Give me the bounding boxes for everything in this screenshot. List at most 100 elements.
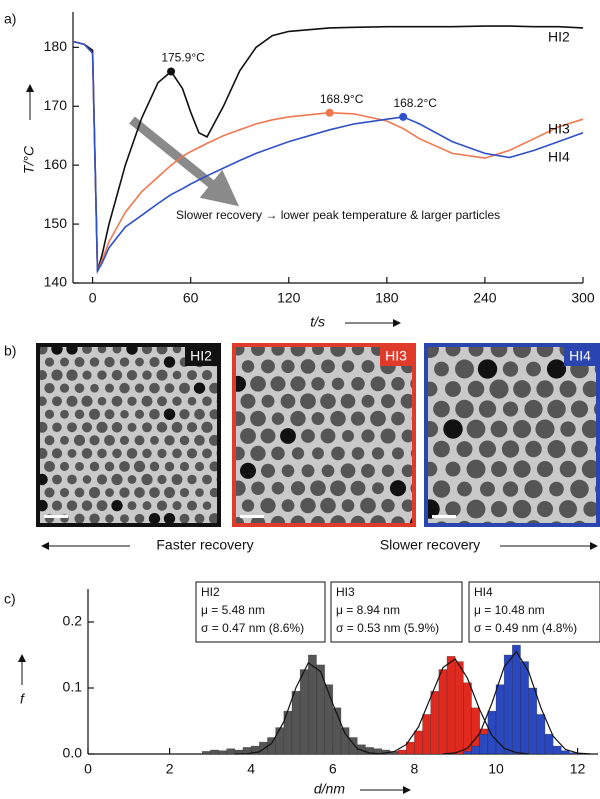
- particle: [60, 409, 69, 419]
- particle: [51, 369, 63, 381]
- particle: [141, 473, 153, 486]
- peak-marker: [399, 112, 408, 121]
- x-tick-label: 6: [329, 761, 337, 777]
- particle: [104, 434, 115, 446]
- particle: [434, 361, 449, 377]
- particle: [135, 357, 144, 367]
- particle: [310, 480, 326, 496]
- particle: [300, 359, 316, 374]
- particle: [104, 356, 115, 368]
- particle: [341, 360, 355, 373]
- particle: [163, 356, 176, 368]
- particle: [187, 396, 197, 406]
- particle: [187, 500, 197, 511]
- particle: [350, 480, 366, 496]
- particle: [202, 448, 212, 459]
- stats-name: HI3: [336, 585, 355, 599]
- particle: [512, 419, 532, 439]
- particle: [341, 429, 355, 443]
- caption: Faster recovery: [156, 537, 253, 553]
- y-tick-label: 180: [44, 38, 68, 54]
- histogram-bar: [422, 714, 432, 755]
- particle: [89, 357, 100, 367]
- micrograph: [232, 343, 416, 527]
- particle: [445, 501, 461, 517]
- particle: [97, 448, 107, 459]
- particle: [171, 421, 183, 433]
- particle: [260, 497, 276, 514]
- particle: [467, 380, 485, 398]
- particle: [432, 480, 451, 498]
- particle: [134, 513, 145, 524]
- particle: [549, 481, 564, 497]
- particle: [111, 369, 123, 381]
- particle: [240, 428, 256, 444]
- particle: [67, 474, 77, 485]
- particle: [401, 464, 415, 478]
- particle: [331, 446, 345, 461]
- particle: [111, 473, 123, 486]
- particle: [81, 422, 93, 433]
- particle: [67, 448, 77, 458]
- histogram-bar: [201, 751, 211, 755]
- particle: [389, 480, 407, 497]
- particle: [240, 393, 256, 409]
- particle: [466, 499, 486, 519]
- particle: [172, 448, 182, 459]
- particle: [241, 360, 255, 373]
- histogram-bar: [405, 741, 415, 755]
- particle: [391, 411, 405, 426]
- stats-line: μ = 10.48 nm: [474, 603, 545, 617]
- particle: [74, 383, 85, 393]
- histogram-bar: [528, 687, 538, 755]
- particle: [370, 376, 386, 392]
- histogram-bar: [210, 749, 219, 755]
- y-tick-label: 150: [44, 215, 68, 231]
- particle: [201, 421, 213, 433]
- particle: [133, 460, 146, 473]
- particle: [142, 370, 152, 380]
- fit-curve: [442, 650, 590, 755]
- particle: [187, 474, 197, 485]
- particle: [381, 464, 395, 477]
- particle: [96, 421, 108, 433]
- particle: [371, 447, 385, 460]
- particle: [311, 377, 325, 391]
- histogram-bar: [463, 682, 472, 755]
- stats-line: σ = 0.49 nm (4.8%): [474, 621, 577, 635]
- particle: [59, 357, 70, 367]
- x-tick-label: 12: [570, 761, 586, 777]
- image-frame: [232, 343, 416, 527]
- particle: [55, 526, 59, 527]
- particle: [351, 447, 365, 460]
- scale-bar: [240, 515, 264, 518]
- particle: [536, 460, 554, 478]
- particle: [290, 376, 306, 392]
- particle: [52, 422, 62, 433]
- histogram-bar: [479, 733, 489, 755]
- particle: [179, 435, 190, 446]
- particle: [90, 383, 99, 393]
- particle: [582, 380, 600, 398]
- particle: [280, 393, 296, 409]
- image-frame: [36, 343, 221, 527]
- y-tick-label: 160: [44, 156, 68, 172]
- particle: [186, 422, 198, 433]
- particle: [241, 499, 255, 512]
- particle: [582, 540, 599, 557]
- particle: [502, 481, 519, 497]
- particle: [261, 359, 275, 374]
- particle: [300, 393, 316, 410]
- particle: [126, 369, 138, 381]
- particle: [89, 513, 100, 524]
- particle: [146, 526, 148, 527]
- particle: [311, 412, 325, 426]
- particle: [98, 525, 106, 527]
- particle: [111, 395, 123, 407]
- particle: [44, 382, 55, 394]
- particle: [105, 514, 114, 523]
- particle: [84, 526, 90, 527]
- particle: [571, 440, 588, 458]
- particle: [81, 395, 93, 407]
